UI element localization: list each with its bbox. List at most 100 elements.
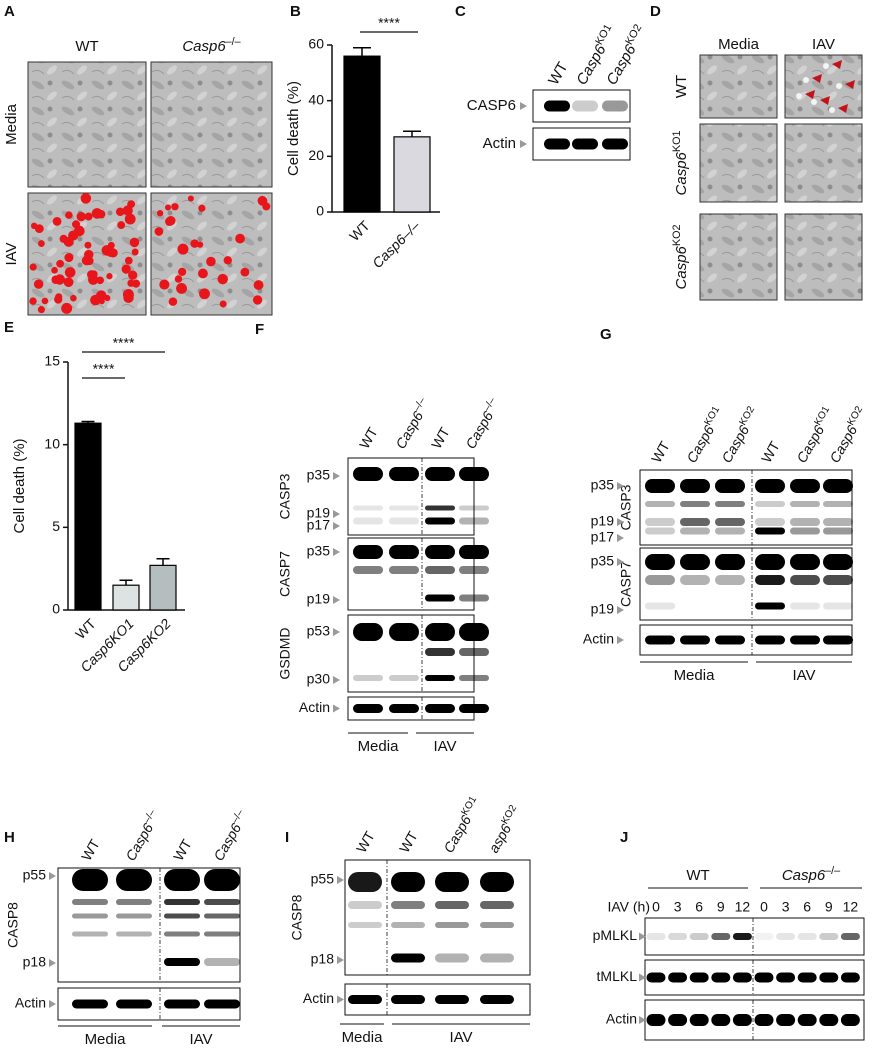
band [823, 554, 853, 570]
band [776, 972, 796, 983]
band [732, 933, 752, 940]
lane-label: asp6KO2 [484, 803, 524, 856]
band [72, 913, 108, 919]
x-tick-label: WT [346, 217, 373, 244]
time-point: 6 [803, 899, 811, 915]
band [680, 575, 710, 585]
band [823, 518, 853, 526]
band [544, 100, 570, 112]
band [353, 675, 383, 681]
column-label: Casp6–/– [182, 36, 240, 55]
panel-letter: C [455, 3, 466, 20]
size-label: p55 [311, 871, 335, 887]
band [459, 467, 489, 481]
row-label: Casp6KO1 [671, 131, 690, 196]
dead-cell [76, 211, 86, 222]
arrowhead [639, 973, 646, 982]
band [389, 545, 419, 559]
band [755, 635, 785, 645]
label-text: Casp6 [122, 820, 156, 863]
pointer [832, 60, 842, 69]
band [680, 479, 710, 493]
dead-cell [29, 297, 37, 305]
protein-label: CASP7 [277, 551, 293, 597]
band [116, 869, 152, 891]
label-superscript: KO1 [593, 22, 614, 47]
panel-letter: D [650, 3, 661, 20]
arrowhead [49, 1000, 56, 1008]
dead-cell [198, 204, 206, 212]
dead-cell [165, 217, 175, 227]
time-point: 9 [825, 899, 833, 915]
band [689, 933, 709, 940]
y-tick-label: 0 [52, 601, 60, 617]
band [348, 901, 382, 909]
arrowhead [333, 548, 340, 556]
label-superscript: KO2 [845, 404, 865, 427]
band [459, 545, 489, 559]
dead-cell [217, 273, 228, 285]
band [680, 501, 710, 507]
error-bar [403, 130, 421, 137]
column-label: Media [718, 36, 760, 53]
pointer [805, 90, 815, 99]
y-tick-label: 20 [308, 147, 324, 163]
error-bar [119, 579, 133, 586]
band [459, 623, 489, 641]
label-superscript: KO2 [623, 22, 644, 47]
dead-cell [252, 295, 263, 305]
size-label: p19 [307, 505, 331, 521]
dead-cell [174, 275, 183, 283]
bar [112, 584, 140, 611]
band [425, 505, 455, 511]
band [754, 1014, 774, 1026]
band [823, 602, 853, 610]
band [459, 704, 489, 713]
lane-label: WT [758, 438, 783, 465]
arrowhead [337, 995, 344, 1004]
y-tick-label: 10 [44, 435, 60, 451]
dead-cell [176, 283, 187, 294]
panel-letter: A [4, 3, 15, 20]
protein-label: pMLKL [593, 927, 638, 943]
label-text: Casp6 [210, 820, 244, 863]
arrowhead [617, 482, 624, 490]
band [823, 479, 853, 493]
significance-label: **** [378, 15, 400, 31]
dead-cell [235, 233, 245, 244]
band [389, 467, 419, 481]
band [116, 899, 152, 905]
dead-cell [132, 279, 141, 288]
size-label: p18 [23, 954, 47, 970]
label-text: Casp6 [673, 245, 690, 289]
dead-cell [197, 268, 208, 279]
dead-cell [73, 225, 85, 237]
band [755, 527, 785, 535]
blot-frame [644, 917, 865, 956]
y-tick-label: 15 [44, 353, 60, 369]
dead-cell [187, 195, 194, 202]
lane-label: WT [78, 836, 103, 863]
protein-label: CASP3 [277, 473, 293, 519]
time-point: 0 [652, 899, 660, 915]
lane-label: WT [356, 424, 381, 451]
arrowhead [617, 558, 624, 566]
label-superscript: KO1 [702, 404, 722, 427]
dead-cell [823, 63, 829, 69]
band [348, 995, 382, 1004]
band [164, 931, 200, 937]
dead-cell [33, 279, 44, 289]
time-point: 12 [843, 899, 859, 915]
band [480, 953, 514, 963]
size-label: p17 [591, 529, 615, 545]
band [645, 501, 675, 507]
band [435, 901, 469, 909]
band [715, 518, 745, 526]
arrowhead [333, 522, 340, 530]
band [480, 872, 514, 892]
protein-label: Actin [303, 990, 334, 1006]
band [353, 467, 383, 481]
band [755, 554, 785, 570]
dead-cell [41, 297, 49, 305]
row-label: CASP6 [467, 97, 516, 114]
